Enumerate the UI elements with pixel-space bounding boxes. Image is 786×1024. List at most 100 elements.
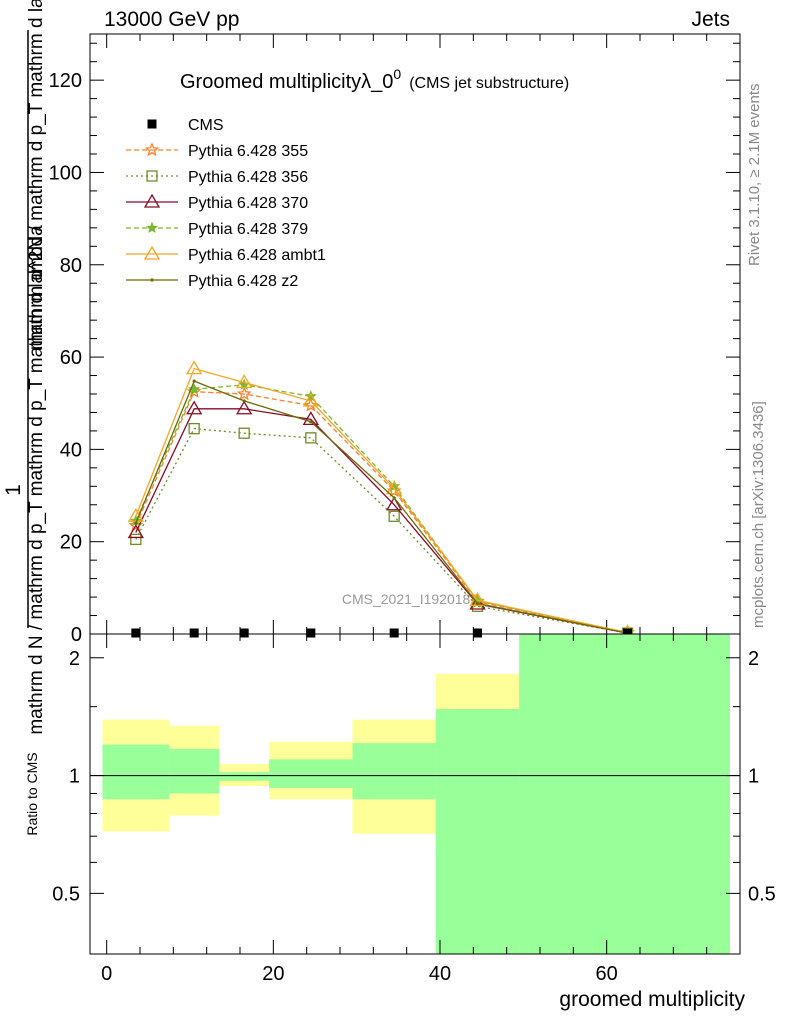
chart-title-sup: 0 bbox=[393, 66, 401, 82]
ratio-stat-band bbox=[519, 634, 730, 954]
legend-entry: CMS bbox=[147, 117, 224, 134]
y-tick-label: 20 bbox=[60, 532, 82, 554]
legend-marker bbox=[146, 170, 158, 182]
ratio-y-tick-label: 2 bbox=[69, 648, 80, 670]
header-left: 13000 GeV pp bbox=[104, 8, 240, 31]
y-tick-label-zero: 0 bbox=[71, 624, 82, 646]
series-line bbox=[135, 367, 628, 634]
series-point bbox=[186, 384, 202, 398]
y-axis-label-denominator: mathrm d N / mathrm d p_T mathrm d p_T m… bbox=[26, 225, 47, 735]
series-point bbox=[302, 392, 319, 407]
header-right: Jets bbox=[691, 8, 730, 31]
legend-marker bbox=[150, 278, 154, 282]
ratio-y-tick-label: 1 bbox=[69, 766, 80, 788]
series-point bbox=[134, 521, 138, 525]
legend-label: Pythia 6.428 355 bbox=[188, 143, 308, 160]
legend-marker bbox=[145, 221, 159, 234]
legend-marker bbox=[143, 245, 161, 260]
series-point bbox=[236, 374, 253, 389]
main-y-ticks: 20 40 60 80 100 120 0 bbox=[49, 42, 740, 646]
series-point bbox=[236, 400, 253, 415]
ratio-x-ticks: 0 20 40 60 bbox=[101, 634, 708, 985]
series-point bbox=[302, 411, 319, 426]
rivet-version-label: Rivet 3.1.10, ≥ 2.1M events bbox=[746, 83, 763, 267]
cms-data-point bbox=[623, 628, 632, 638]
legend-label: Pythia 6.428 370 bbox=[188, 195, 308, 212]
y-axis-label-numerator: mathrm d^2N / mathrm d p_T mathrm d lamb… bbox=[26, 0, 47, 350]
x-tick-label: 60 bbox=[596, 963, 618, 985]
ratio-y-tick-label-right: 0.5 bbox=[748, 883, 776, 905]
legend-entry: Pythia 6.428 ambt1 bbox=[126, 245, 326, 264]
ratio-stat-band bbox=[269, 759, 353, 788]
series-point bbox=[236, 386, 252, 401]
mcplots-label: mcplots.cern.ch [arXiv:1306.3436] bbox=[750, 401, 767, 628]
series-point bbox=[392, 496, 396, 500]
series-point bbox=[238, 427, 250, 439]
cms-data-point bbox=[239, 628, 249, 638]
x-tick-label: 20 bbox=[262, 963, 284, 985]
cms-data-layer bbox=[131, 628, 632, 638]
series-point bbox=[186, 360, 203, 375]
cms-data-point bbox=[389, 628, 399, 638]
ratio-stat-band bbox=[352, 743, 436, 800]
ratio-y-axis-label: Ratio to CMS bbox=[24, 752, 40, 835]
cms-data-point bbox=[189, 628, 199, 638]
series-point bbox=[192, 379, 196, 383]
legend-label: CMS bbox=[188, 117, 224, 134]
ratio-y-tick-label: 0.5 bbox=[52, 883, 80, 905]
cms-data-point bbox=[131, 628, 141, 638]
cms-data-point bbox=[306, 628, 316, 638]
series-point bbox=[130, 533, 142, 546]
series-point bbox=[386, 496, 403, 511]
legend-entry: Pythia 6.428 356 bbox=[126, 169, 308, 186]
ratio-bands bbox=[102, 634, 730, 954]
series-point bbox=[388, 510, 400, 522]
legend-label: Pythia 6.428 379 bbox=[188, 221, 308, 238]
series-point bbox=[309, 420, 313, 424]
main-panel: 20 40 60 80 100 120 0 CMS_2021_I1920187 Groome… bbox=[49, 33, 741, 646]
legend-entry: Pythia 6.428 z2 bbox=[126, 273, 298, 290]
series-point bbox=[475, 601, 480, 606]
legend-marker bbox=[143, 193, 161, 208]
series-point bbox=[305, 432, 317, 444]
ratio-y-tick-label-right: 2 bbox=[748, 648, 759, 670]
series-point bbox=[186, 400, 203, 415]
y-tick-label: 80 bbox=[60, 255, 82, 277]
legend-marker bbox=[144, 142, 160, 157]
watermark-label: CMS_2021_I1920187 bbox=[342, 591, 478, 607]
legend-label: Pythia 6.428 z2 bbox=[188, 273, 298, 290]
ratio-stat-band bbox=[219, 772, 270, 781]
ratio-stat-band bbox=[169, 748, 220, 794]
x-tick-label: 0 bbox=[101, 963, 112, 985]
ratio-stat-band bbox=[102, 744, 170, 800]
x-tick-label: 40 bbox=[429, 963, 451, 985]
x-axis-label: groomed multiplicity bbox=[559, 988, 745, 1011]
legend-label: Pythia 6.428 ambt1 bbox=[188, 247, 326, 264]
series-point bbox=[242, 399, 246, 403]
chart-title: Groomed multiplicityλ_00 (CMS jet substru… bbox=[180, 66, 569, 93]
series-point bbox=[188, 422, 200, 435]
y-tick-label: 40 bbox=[60, 439, 82, 461]
legend-marker bbox=[147, 119, 157, 129]
y-axis-label-one: 1 bbox=[2, 484, 25, 496]
legend: CMS Pythia 6.428 355 Pythia 6.428 356 Pythi… bbox=[126, 117, 326, 290]
y-axis-label: 1 mathrm d^2N / mathrm d p_T mathrm d la… bbox=[2, 0, 47, 735]
series-point bbox=[469, 595, 486, 610]
legend-entry: Pythia 6.428 355 bbox=[126, 142, 308, 160]
series-line bbox=[135, 427, 628, 634]
y-tick-label: 60 bbox=[60, 347, 82, 369]
ratio-y-ticks: 0.5 0.5 1 1 2 2 bbox=[52, 648, 776, 906]
chart-title-sub: (CMS jet substructure) bbox=[409, 75, 569, 92]
ratio-panel: 0.5 0.5 1 1 2 2 0 20 40 60 Ratio to CMS bbox=[24, 633, 776, 985]
y-tick-label: 120 bbox=[49, 70, 82, 92]
legend-label: Pythia 6.428 356 bbox=[188, 169, 308, 186]
legend-entry: Pythia 6.428 370 bbox=[126, 193, 308, 212]
legend-entry: Pythia 6.428 379 bbox=[126, 221, 308, 238]
series-point bbox=[386, 480, 403, 495]
ratio-y-tick-label-right: 1 bbox=[748, 766, 759, 788]
cms-data-point bbox=[473, 628, 482, 638]
ratio-plot-frame bbox=[89, 633, 741, 955]
ratio-stat-band bbox=[435, 708, 520, 954]
series-point bbox=[188, 383, 201, 395]
